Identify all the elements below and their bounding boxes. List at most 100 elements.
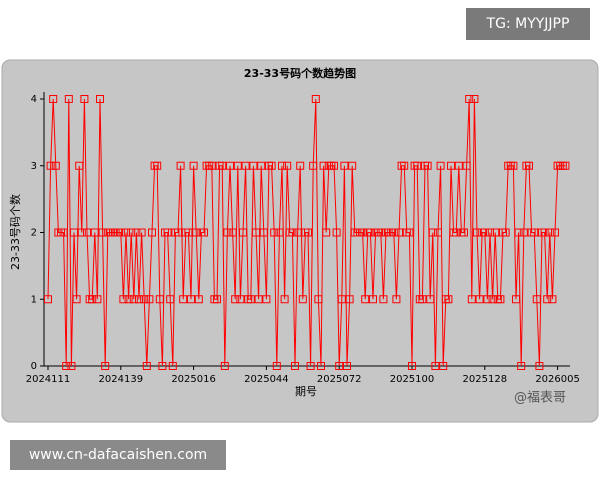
x-axis-label: 期号 <box>295 385 317 398</box>
point-marker <box>298 295 307 304</box>
point-marker <box>465 95 474 103</box>
point-marker <box>124 295 133 304</box>
point-marker <box>142 362 151 370</box>
point-marker <box>119 295 128 304</box>
point-marker <box>525 161 533 170</box>
point-marker <box>306 362 315 370</box>
point-marker <box>405 228 414 237</box>
point-marker <box>340 161 349 170</box>
point-marker <box>369 295 377 304</box>
point-marker <box>207 161 216 170</box>
point-marker <box>376 228 385 237</box>
point-marker <box>400 161 409 170</box>
point-marker <box>460 228 468 237</box>
point-marker <box>296 161 305 170</box>
y-axis-label: 23-33号码个数 <box>9 194 22 270</box>
point-marker <box>174 228 182 237</box>
point-marker <box>379 295 388 304</box>
point-marker <box>93 295 102 304</box>
point-marker <box>543 295 552 304</box>
point-marker <box>452 228 461 237</box>
point-marker <box>64 95 73 103</box>
point-marker <box>231 295 240 304</box>
point-marker <box>348 161 357 170</box>
point-marker <box>122 228 130 237</box>
point-marker <box>127 228 136 237</box>
point-marker <box>200 228 208 237</box>
point-marker <box>335 362 344 370</box>
point-marker <box>59 228 68 237</box>
point-marker <box>272 362 281 370</box>
point-marker <box>158 362 167 370</box>
point-marker <box>46 161 55 170</box>
y-tick-label: 2 <box>31 228 37 239</box>
point-marker <box>72 295 81 304</box>
point-marker <box>540 228 549 237</box>
point-marker <box>470 95 479 103</box>
point-marker <box>343 362 351 370</box>
point-marker <box>233 161 242 170</box>
tg-label: TG: MYYJJPP <box>486 16 570 32</box>
point-marker <box>314 295 323 304</box>
point-marker <box>218 161 227 170</box>
point-marker <box>408 362 416 370</box>
point-marker <box>135 295 143 304</box>
point-marker <box>259 228 268 237</box>
point-marker <box>413 161 422 170</box>
point-marker <box>145 295 154 304</box>
point-marker <box>366 228 375 237</box>
point-marker <box>501 228 510 237</box>
point-marker <box>249 161 258 170</box>
point-marker <box>283 161 292 170</box>
point-marker <box>392 295 401 304</box>
point-marker <box>187 295 195 304</box>
x-tick-label: 2025072 <box>317 374 362 385</box>
point-marker <box>88 295 97 304</box>
point-marker <box>101 362 110 370</box>
point-marker <box>309 161 318 170</box>
point-marker <box>486 228 494 237</box>
point-marker <box>132 228 141 237</box>
point-marker <box>80 95 89 103</box>
y-tick-label: 1 <box>31 294 37 305</box>
point-marker <box>252 228 260 237</box>
point-marker <box>509 161 518 170</box>
chart-title: 23-33号码个数趋势图 <box>244 66 356 80</box>
point-marker <box>418 295 427 304</box>
point-marker <box>462 161 471 170</box>
website-box <box>10 440 226 470</box>
point-marker <box>434 228 442 237</box>
point-marker <box>179 295 188 304</box>
point-marker <box>194 295 203 304</box>
point-marker <box>317 362 325 370</box>
point-marker <box>166 295 175 304</box>
point-marker <box>176 161 185 170</box>
x-tick-label: 2024111 <box>26 374 71 385</box>
point-marker <box>246 295 255 304</box>
point-marker <box>444 295 453 304</box>
point-marker <box>189 161 198 170</box>
point-marker <box>322 228 331 237</box>
series-line <box>47 98 566 367</box>
point-marker <box>288 228 297 237</box>
point-marker <box>148 228 156 237</box>
point-marker <box>423 161 432 170</box>
point-marker <box>192 228 201 237</box>
point-marker <box>545 228 554 237</box>
point-marker <box>361 295 370 304</box>
point-marker <box>275 228 284 237</box>
point-marker <box>153 161 162 170</box>
point-marker <box>358 228 367 237</box>
point-marker <box>293 228 302 237</box>
point-marker <box>223 228 232 237</box>
point-marker <box>77 228 86 237</box>
point-marker <box>535 362 544 370</box>
point-marker <box>345 295 354 304</box>
y-tick-label: 4 <box>31 94 37 105</box>
point-marker <box>517 362 526 370</box>
point-marker <box>431 362 440 370</box>
point-marker <box>311 95 320 103</box>
point-marker <box>291 362 299 370</box>
point-marker <box>51 161 60 170</box>
point-marker <box>512 295 520 304</box>
